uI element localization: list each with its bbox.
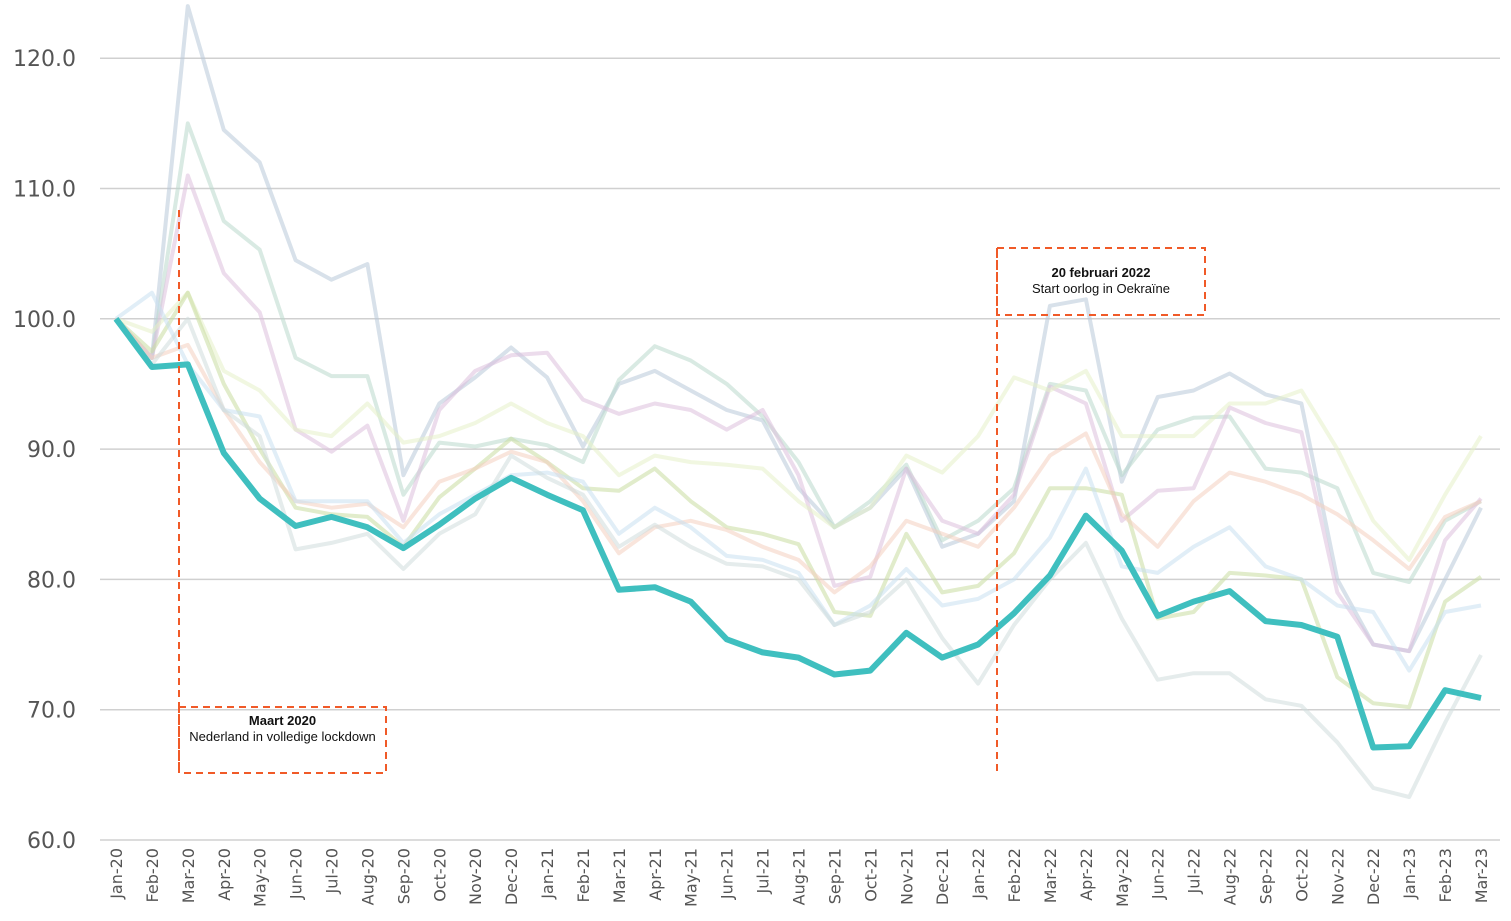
x-tick-label: Mar-20 <box>179 848 198 903</box>
annotation-text: Start oorlog in Oekraïne <box>1031 281 1171 296</box>
x-tick-label: Apr-20 <box>215 848 234 901</box>
line <box>114 290 1483 710</box>
x-tick-label: Dec-21 <box>933 848 952 905</box>
x-tick-label: Jul-20 <box>323 848 342 894</box>
line <box>115 290 1483 562</box>
annotation: Maart 2020 Nederland in volledige lockdow… <box>181 713 384 745</box>
x-tick-label: May-21 <box>682 848 701 907</box>
line <box>114 121 1482 584</box>
x-tick-label: Mar-21 <box>610 848 629 903</box>
x-tick-label: Jun-20 <box>287 848 306 900</box>
annotation-title: 20 februari 2022 <box>1051 265 1151 280</box>
x-tick-label: Apr-22 <box>1077 848 1096 901</box>
x-tick-label: Feb-22 <box>1005 848 1024 902</box>
x-tick-label: Mar-23 <box>1472 848 1491 903</box>
line <box>114 317 1482 595</box>
y-tick-label: 70.0 <box>27 699 76 724</box>
x-tick-label: Aug-22 <box>1221 848 1240 905</box>
line <box>114 4 1483 654</box>
x-tick-label: May-20 <box>251 848 270 907</box>
x-tick-label: Feb-23 <box>1436 848 1455 902</box>
y-tick-label: 110.0 <box>13 178 76 203</box>
x-tick-label: Sep-20 <box>394 848 413 904</box>
x-tick-label: Dec-22 <box>1364 848 1383 905</box>
x-tick-label: Jan-21 <box>538 848 557 900</box>
x-tick-label: Aug-20 <box>358 848 377 905</box>
y-tick-label: 90.0 <box>27 438 76 463</box>
annotation: 20 februari 2022 Start oorlog in Oekraïne <box>999 265 1203 297</box>
x-tick-label: Dec-20 <box>502 848 521 905</box>
x-tick-label: Nov-22 <box>1328 848 1347 905</box>
x-tick-label: Jan-20 <box>107 848 126 900</box>
main-line <box>113 317 1482 751</box>
x-tick-label: Sep-22 <box>1256 848 1275 904</box>
x-tick-label: Jun-22 <box>1149 848 1168 900</box>
annotation-text: Nederland in volledige lockdown <box>189 729 376 744</box>
x-tick-label: Apr-21 <box>646 848 665 901</box>
x-tick-label: Jan-23 <box>1400 848 1419 900</box>
x-tick-label: Jul-21 <box>754 848 773 894</box>
y-tick-label: 100.0 <box>13 308 76 333</box>
line <box>114 316 1483 799</box>
annotation-box <box>996 247 1206 316</box>
annotation-title: Maart 2020 <box>248 713 317 728</box>
x-tick-label: Oct-22 <box>1292 848 1311 902</box>
x-tick-label: Jan-22 <box>969 848 988 900</box>
x-tick-label: Oct-20 <box>430 848 449 902</box>
x-tick-label: May-22 <box>1113 848 1132 907</box>
annotation-box <box>178 706 387 774</box>
y-tick-label: 80.0 <box>27 568 76 593</box>
x-tick-label: Mar-22 <box>1041 848 1060 903</box>
y-tick-label: 60.0 <box>27 829 76 854</box>
x-tick-label: Aug-21 <box>790 848 809 905</box>
y-tick-label: 120.0 <box>13 47 76 72</box>
x-tick-label: Feb-21 <box>574 848 593 902</box>
x-tick-label: Nov-20 <box>466 848 485 905</box>
x-tick-label: Oct-21 <box>861 848 880 902</box>
x-tick-label: Jul-22 <box>1185 848 1204 894</box>
x-tick-label: Feb-20 <box>143 848 162 902</box>
x-tick-label: Nov-21 <box>897 848 916 905</box>
line <box>114 173 1483 654</box>
x-tick-label: Jun-21 <box>718 848 737 900</box>
line <box>114 290 1482 673</box>
x-tick-label: Sep-21 <box>825 848 844 904</box>
